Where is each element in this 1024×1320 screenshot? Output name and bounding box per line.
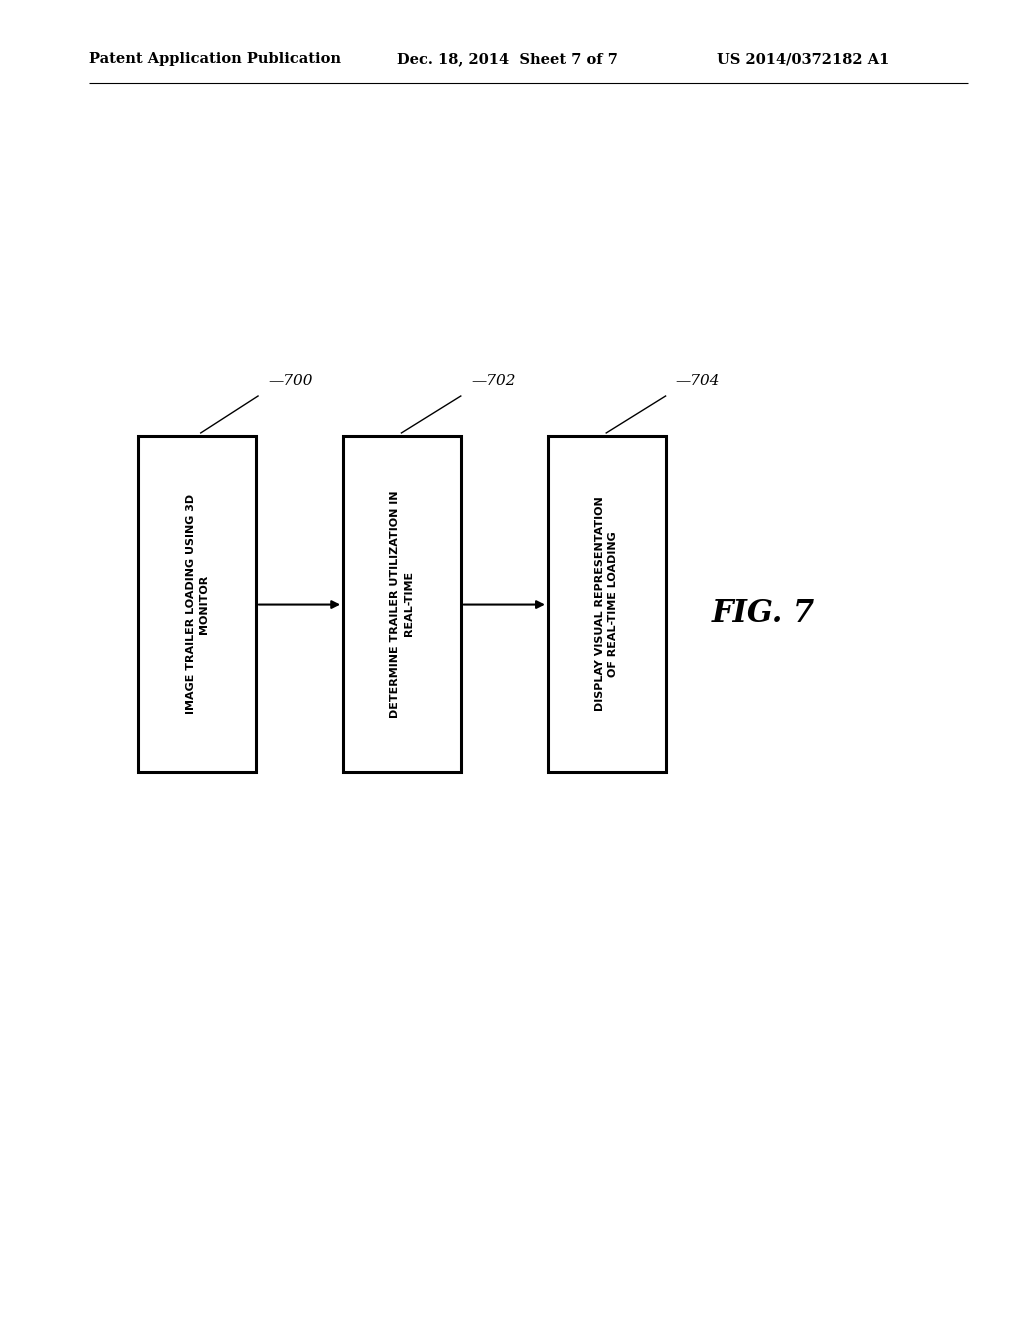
Bar xyxy=(343,436,461,772)
Text: —702: —702 xyxy=(471,374,515,388)
Text: —700: —700 xyxy=(268,374,312,388)
Text: US 2014/0372182 A1: US 2014/0372182 A1 xyxy=(717,53,889,66)
Text: Patent Application Publication: Patent Application Publication xyxy=(89,53,341,66)
Text: DETERMINE TRAILER UTILIZATION IN
REAL-TIME: DETERMINE TRAILER UTILIZATION IN REAL-TI… xyxy=(390,490,414,718)
Text: —704: —704 xyxy=(676,374,720,388)
Text: DISPLAY VISUAL REPRESENTATION
OF REAL-TIME LOADING: DISPLAY VISUAL REPRESENTATION OF REAL-TI… xyxy=(595,496,618,711)
Text: IMAGE TRAILER LOADING USING 3D
MONITOR: IMAGE TRAILER LOADING USING 3D MONITOR xyxy=(185,494,209,714)
Bar xyxy=(548,436,666,772)
Bar xyxy=(138,436,256,772)
Text: FIG. 7: FIG. 7 xyxy=(712,598,815,630)
Text: Dec. 18, 2014  Sheet 7 of 7: Dec. 18, 2014 Sheet 7 of 7 xyxy=(397,53,618,66)
